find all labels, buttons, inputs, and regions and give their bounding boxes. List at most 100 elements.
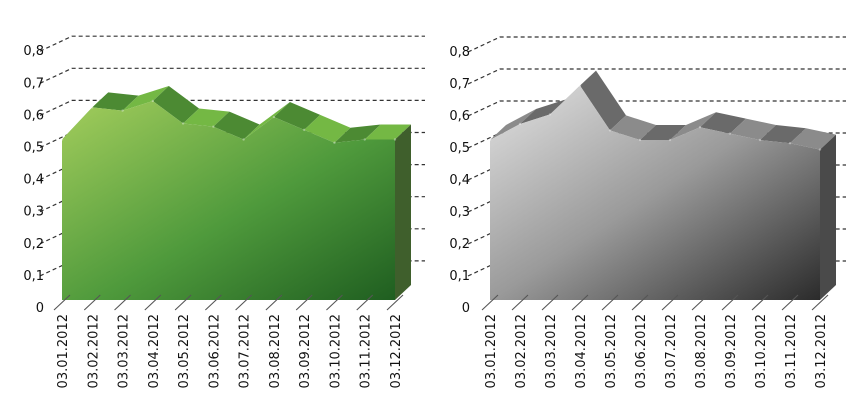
y-tick-label: 0,8 [449,45,470,60]
x-tick-label: 03.03.2012 [117,314,132,388]
y-tick-label: 0,8 [23,44,44,59]
x-tick [204,294,222,311]
data-point [578,84,582,87]
x-tick-label: 03.04.2012 [147,314,162,388]
area-top-face [490,109,536,140]
x-tick [601,294,619,311]
area-side-face [820,134,836,300]
data-point [60,138,64,141]
x-tick-label: 03.10.2012 [754,314,769,388]
area-top-face [670,112,716,140]
y-tick-label: 0,4 [23,173,44,188]
data-point [788,142,792,145]
data-point [638,138,642,142]
data-point [272,115,276,119]
area-top-face [640,125,686,140]
y-tick-label: 0,5 [449,141,470,156]
gridline [39,99,425,116]
data-point [302,128,306,132]
x-tick [751,294,769,311]
x-tick-label: 03.02.2012 [86,314,101,388]
data-point [181,122,185,125]
x-tick-label: 03.11.2012 [359,314,374,388]
area-top-face [92,92,139,111]
x-tick-label: 03.09.2012 [724,314,739,388]
x-tick [83,294,101,311]
x-tick-label: 03.06.2012 [634,314,649,388]
x-tick [631,294,649,311]
area-series [62,100,395,300]
area-top-face [152,85,200,124]
area-top-face [790,128,836,150]
y-tick-label: 0,6 [23,108,44,123]
x-tick-label: 03.10.2012 [328,314,343,388]
area-side-face [395,124,411,300]
data-point [333,141,336,144]
y-tick-label: 0,5 [23,141,44,156]
data-point [548,113,552,116]
y-tick-label: 0,7 [23,76,44,91]
x-tick [511,294,529,311]
x-tick [53,294,71,311]
x-tick-label: 03.08.2012 [694,314,709,388]
area-top-face [610,115,656,140]
x-tick-label: 03.11.2012 [784,314,799,388]
data-point [242,138,245,141]
chart-left: 0 0,1 0,2 0,3 0,4 0,5 0,6 0,7 0,8 03.01.2012 03.02… [23,35,425,388]
area-top-face [730,118,776,140]
y-tick-label: 0,3 [449,205,470,220]
y-tick-label: 0,7 [449,77,470,92]
x-tick-label: 03.12.2012 [814,314,829,388]
x-tick-label: 03.12.2012 [389,314,404,388]
x-tick [691,294,709,311]
x-tick [541,294,559,311]
x-tick [781,294,799,311]
x-tick [265,294,283,311]
x-tick [235,294,253,311]
x-tick-label: 03.08.2012 [268,314,283,388]
data-point [518,122,522,126]
x-tick [571,294,589,311]
x-tick-label: 03.06.2012 [207,314,222,388]
area-top-face [700,112,746,134]
x-tick [114,294,131,311]
y-tick-label: 0,6 [449,109,470,124]
x-tick [326,294,343,311]
data-point [608,129,612,132]
x-tick-label: 03.07.2012 [664,314,679,388]
gridline [467,36,846,53]
x-tick [144,294,162,311]
x-tick [811,294,829,311]
area-top-face [304,114,351,143]
data-point [668,138,672,142]
x-tick-label: 03.01.2012 [56,314,71,388]
data-point [728,132,732,135]
x-tick-label: 03.05.2012 [177,314,192,388]
data-point [488,138,492,142]
area-top-face [760,125,806,144]
y-tick-label: 0,2 [23,237,44,252]
gridline [39,67,425,84]
x-tick-label: 03.01.2012 [484,314,499,388]
data-point [698,126,702,129]
data-point [818,148,822,151]
area-top-face [213,111,260,140]
x-tick [356,294,374,311]
area-top-face [364,124,411,140]
data-point [151,99,155,103]
x-tick-label: 03.05.2012 [604,314,619,388]
data-point [121,109,124,112]
area-top-face [183,108,230,127]
data-point [363,138,366,141]
area-top-face [122,85,169,111]
x-tick [295,294,313,311]
gridline [39,35,425,52]
data-point [393,138,397,141]
y-tick-label: 0,1 [23,269,44,284]
x-tick-label: 03.09.2012 [298,314,313,388]
gridline [467,68,846,85]
chart-right: 0 0,1 0,2 0,3 0,4 0,5 0,6 0,7 0,8 03.01.2012 03.02… [449,36,846,388]
area-top-face [580,70,626,131]
area-top-face [334,124,381,143]
